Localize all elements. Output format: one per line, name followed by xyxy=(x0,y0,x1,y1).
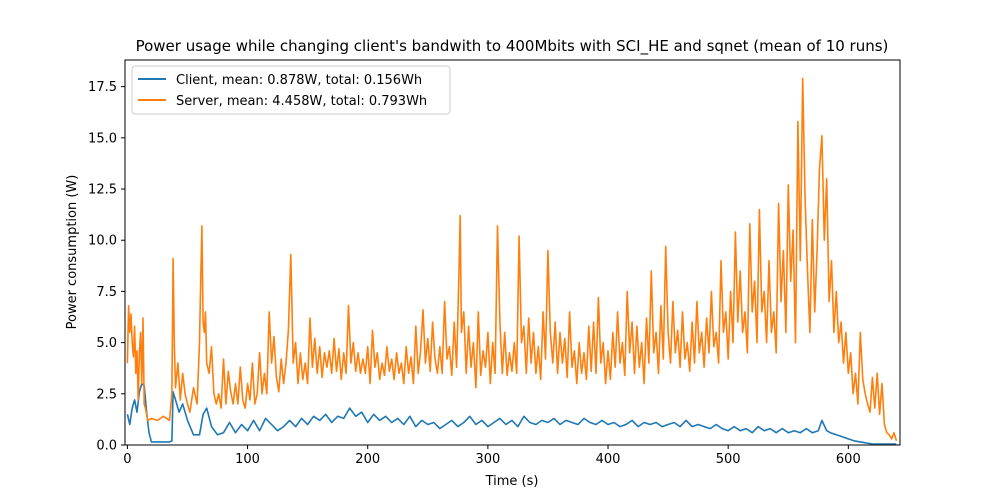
plot-area xyxy=(124,59,901,446)
legend: Client, mean: 0.878W, total: 0.156Wh Ser… xyxy=(131,65,451,115)
x-tick-label: 600 xyxy=(836,452,861,467)
y-tick-label: 12.5 xyxy=(88,183,117,198)
y-tick-label: 2.5 xyxy=(96,387,117,402)
x-tick-label: 500 xyxy=(716,452,741,467)
chart-title: Power usage while changing client's band… xyxy=(136,37,889,56)
x-tick-label: 100 xyxy=(235,452,260,467)
y-tick-label: 7.5 xyxy=(96,285,117,300)
y-tick-label: 10.0 xyxy=(88,234,117,249)
x-axis: 0 100 200 300 400 500 600 xyxy=(123,445,861,467)
series-line-server xyxy=(126,77,898,442)
x-axis-label: Time (s) xyxy=(485,474,539,489)
series-line-client xyxy=(126,382,897,445)
y-tick-label: 17.5 xyxy=(88,80,117,95)
y-axis: 0.0 2.5 5.0 7.5 10.0 12.5 15.0 17.5 xyxy=(88,80,125,454)
y-tick-label: 5.0 xyxy=(96,336,117,351)
x-tick-label: 0 xyxy=(123,452,131,467)
y-axis-label: Power consumption (W) xyxy=(65,175,80,330)
y-tick-label: 15.0 xyxy=(88,131,117,146)
x-tick-label: 300 xyxy=(475,452,500,467)
plot-frame xyxy=(124,59,901,446)
legend-box xyxy=(131,65,451,115)
x-tick-label: 200 xyxy=(355,452,380,467)
legend-label-client: Client, mean: 0.878W, total: 0.156Wh xyxy=(176,73,422,88)
x-tick-label: 400 xyxy=(596,452,621,467)
series-layer xyxy=(126,77,898,445)
legend-label-server: Server, mean: 4.458W, total: 0.793Wh xyxy=(176,94,427,109)
y-tick-label: 0.0 xyxy=(96,439,117,454)
